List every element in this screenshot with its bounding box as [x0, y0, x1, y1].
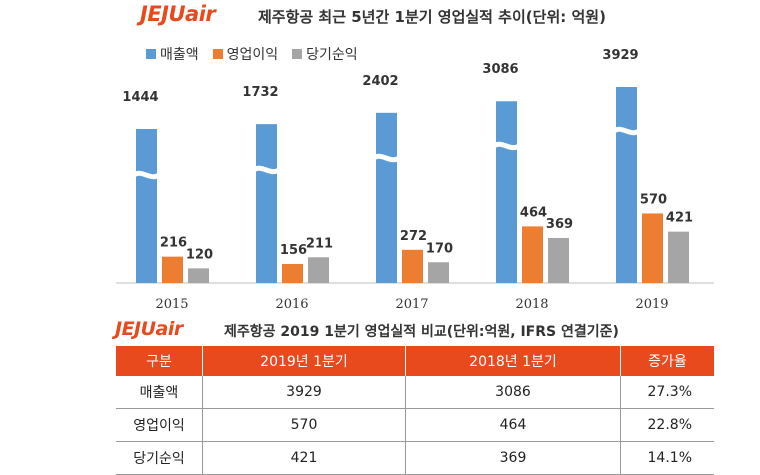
bar-net-income-2016: [308, 257, 329, 283]
bar-revenue-2019: [616, 87, 637, 283]
col-header-2018q1: 2018년 1분기: [405, 346, 621, 376]
cell-2018q1: 3086: [405, 376, 621, 409]
legend-label-revenue: 매출액: [160, 47, 199, 63]
legend-item-revenue: 매출액: [146, 44, 199, 64]
data-label-net-income-2015: 120: [186, 247, 213, 262]
cell-2019q1: 570: [202, 408, 406, 442]
bar-operating-profit-2017: [402, 249, 423, 283]
bar-operating-profit-2019: [642, 213, 663, 283]
bar-operating-profit-2015: [162, 256, 183, 283]
axis-break-2017: [372, 153, 401, 163]
data-label-net-income-2017: 170: [426, 241, 453, 256]
axis-break-2015: [132, 170, 161, 180]
bar-revenue-2017: [376, 112, 397, 284]
legend-item-operating-profit: 영업이익: [212, 44, 279, 64]
table-title: 제주항공 2019 1분기 영업실적 비교(단위:억원, IFRS 연결기준): [224, 324, 619, 340]
jejuair-logo: JEJUair: [140, 2, 216, 26]
axis-break-2016: [252, 165, 281, 175]
chart-legend: 매출액 영업이익 당기순익: [146, 44, 358, 64]
axis-break-2019: [612, 126, 641, 136]
bar-net-income-2019: [668, 231, 689, 283]
legend-item-net-income: 당기순익: [292, 44, 358, 64]
col-header-category: 구분: [116, 346, 203, 376]
col-header-growth: 증가율: [620, 346, 714, 376]
axis-break-2018: [492, 141, 521, 151]
chart-title: 제주항공 최근 5년간 1분기 영업실적 추이(단위: 억원): [258, 8, 606, 26]
data-label-net-income-2019: 421: [666, 211, 693, 226]
x-tick-label-2015: 2015: [155, 297, 188, 312]
data-label-operating-profit-2016: 156: [280, 243, 307, 258]
x-tick-label-2017: 2017: [395, 297, 428, 312]
data-label-revenue-2016: 1732: [242, 85, 278, 100]
data-label-operating-profit-2017: 272: [400, 229, 427, 244]
cell-growth: 27.3%: [620, 376, 714, 409]
col-header-2019q1: 2019년 1분기: [202, 346, 406, 376]
cell-2019q1: 3929: [202, 376, 406, 409]
table-row: 매출액 3929 3086 27.3%: [116, 376, 714, 409]
table-row: 영업이익 570 464 22.8%: [116, 408, 714, 442]
cell-2018q1: 464: [405, 408, 621, 442]
data-label-revenue-2015: 1444: [122, 90, 158, 105]
bar-revenue-2015: [136, 129, 157, 283]
table-row: 당기순익 421 369 14.1%: [116, 441, 714, 475]
cell-2018q1: 369: [405, 441, 621, 475]
row-label: 영업이익: [116, 408, 203, 442]
x-tick-label-2019: 2019: [635, 297, 668, 312]
data-label-revenue-2019: 3929: [602, 48, 638, 63]
data-label-revenue-2017: 2402: [362, 74, 398, 89]
legend-label-operating-profit: 영업이익: [226, 47, 279, 63]
table-header-row: 구분 2019년 1분기 2018년 1분기 증가율: [116, 346, 714, 376]
data-label-operating-profit-2018: 464: [520, 205, 547, 220]
data-label-operating-profit-2019: 570: [640, 192, 667, 207]
data-label-net-income-2018: 369: [546, 217, 573, 232]
legend-swatch-net-income: [292, 49, 303, 59]
x-tick-label-2016: 2016: [275, 297, 308, 312]
legend-label-net-income: 당기순익: [306, 47, 358, 63]
comparison-table: 구분 2019년 1분기 2018년 1분기 증가율 매출액 3929 3086…: [116, 346, 714, 475]
bar-net-income-2018: [548, 237, 569, 283]
row-label: 당기순익: [116, 441, 203, 475]
jejuair-logo-table: JEJUair: [115, 318, 183, 340]
row-label: 매출액: [116, 376, 203, 409]
legend-swatch-operating-profit: [212, 49, 223, 59]
data-label-net-income-2016: 211: [306, 236, 333, 251]
cell-growth: 22.8%: [620, 408, 714, 442]
legend-swatch-revenue: [146, 49, 156, 59]
cell-2019q1: 421: [202, 441, 406, 475]
data-label-revenue-2018: 3086: [482, 62, 518, 77]
bar-revenue-2018: [496, 101, 517, 283]
bar-net-income-2017: [428, 262, 449, 283]
x-tick-label-2018: 2018: [515, 297, 548, 312]
bar-operating-profit-2018: [522, 226, 543, 283]
bar-net-income-2015: [188, 268, 209, 283]
bar-operating-profit-2016: [282, 263, 303, 283]
cell-growth: 14.1%: [620, 441, 714, 475]
bar-revenue-2016: [256, 124, 277, 284]
data-label-operating-profit-2015: 216: [160, 236, 187, 251]
